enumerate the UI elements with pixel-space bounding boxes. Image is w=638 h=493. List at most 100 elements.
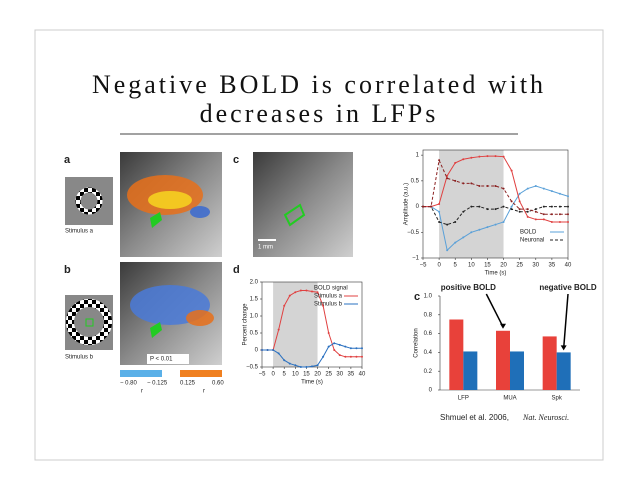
legend-label: Neuronal [520, 238, 544, 244]
y-axis-label: Correlation [414, 328, 420, 357]
x-tick-label: 15 [484, 263, 491, 269]
y-tick-label: 1.0 [250, 314, 259, 320]
stimulus-ring [66, 299, 112, 345]
stimulus-label: Stimulus a [65, 229, 94, 235]
x-tick-label: 0 [437, 263, 441, 269]
panel-label: a [64, 154, 71, 166]
bar [542, 336, 557, 390]
stimulus-label: Stimulus b [65, 355, 94, 361]
x-tick-label: 25 [325, 372, 332, 378]
x-tick-label: 5 [454, 263, 458, 269]
data-point [567, 205, 569, 208]
activation-overlay [190, 206, 210, 218]
roi-marker [150, 212, 162, 228]
activation-overlay [186, 310, 214, 326]
y-tick-label: 0.5 [250, 331, 259, 337]
stimulus-span [273, 282, 318, 367]
x-tick-label: 30 [336, 372, 343, 378]
colorbar-negative [120, 370, 162, 377]
x-tick-label: 40 [565, 263, 572, 269]
x-tick-label: −5 [420, 263, 428, 269]
bar [556, 352, 571, 390]
annotation-arrow [485, 293, 504, 328]
series-line [262, 290, 362, 358]
series-line [423, 185, 569, 252]
annotation: positive BOLD [441, 283, 496, 292]
bar [510, 351, 524, 390]
slide-border [34, 29, 604, 461]
y-tick-label: 0.2 [424, 369, 433, 375]
citation-journal: Nat. Neurosci. [522, 413, 569, 422]
panel-label: d [233, 264, 240, 276]
legend-label: BOLD [520, 230, 537, 236]
citation: Shmuel et al. 2006, [440, 413, 509, 422]
x-tick-label: 20 [314, 372, 321, 378]
x-tick-label: LFP [458, 396, 469, 402]
roi-marker [150, 322, 162, 338]
y-axis-label: Percent change [243, 303, 249, 346]
x-tick-label: 5 [283, 372, 287, 378]
annotation: negative BOLD [539, 283, 597, 292]
y-tick-label: 0 [429, 388, 433, 394]
colorbar-label: 0.125 [180, 381, 196, 387]
bar [449, 319, 464, 390]
legend-title: BOLD signal [314, 286, 348, 292]
x-tick-label: 30 [532, 263, 539, 269]
y-tick-label: 0.6 [424, 331, 433, 337]
x-tick-label: 10 [468, 263, 475, 269]
y-tick-label: 0.4 [424, 350, 433, 356]
x-tick-label: −5 [259, 372, 267, 378]
y-axis-label: Amplitude (a.u.) [404, 183, 410, 225]
x-tick-label: MUA [503, 396, 516, 402]
colorbar-label: − 0.125 [147, 381, 168, 387]
roi-marker [283, 203, 306, 227]
x-tick-label: Spk [551, 396, 562, 402]
data-point [518, 208, 521, 211]
bar [496, 330, 510, 390]
y-tick-label: 0 [255, 348, 259, 354]
colorbar-unit: r [203, 389, 205, 395]
x-tick-label: 15 [303, 372, 310, 378]
y-tick-label: 1.5 [250, 297, 259, 303]
stimulus-marker [85, 318, 94, 327]
y-tick-label: −0.5 [407, 230, 420, 236]
y-tick-label: −0.5 [246, 365, 259, 371]
data-point [446, 223, 449, 226]
legend-label: Stimulus a [314, 294, 343, 300]
x-tick-label: 35 [348, 372, 355, 378]
y-tick-label: 1.0 [424, 294, 433, 300]
panel-label: b [64, 264, 71, 276]
x-tick-label: 20 [500, 263, 507, 269]
slide-title: Negative BOLD is correlated with decreas… [91, 70, 547, 128]
stimulus-ring [75, 187, 103, 215]
stimulus-span [439, 150, 504, 258]
y-tick-label: 0.8 [424, 312, 433, 318]
p-value: P < 0.01 [150, 357, 173, 363]
x-tick-label: 40 [359, 372, 366, 378]
x-tick-label: 35 [549, 263, 556, 269]
y-tick-label: 1 [416, 153, 420, 159]
p-value-box [147, 354, 189, 364]
annotation-arrow [562, 293, 569, 349]
panel-label: c [233, 154, 239, 166]
colorbar-label: 0.60 [212, 381, 224, 387]
data-point [542, 213, 545, 216]
annotation-arrowhead [560, 345, 567, 351]
bar [463, 351, 478, 390]
x-tick-label: 25 [516, 263, 523, 269]
y-tick-label: −1 [412, 256, 420, 262]
scale-bar-label: 1 mm [258, 245, 273, 251]
data-point [494, 185, 497, 187]
y-tick-label: 0.5 [411, 178, 420, 184]
panel-label: c [414, 291, 420, 303]
stimulus-image [65, 177, 113, 225]
activation-overlay [148, 191, 192, 209]
x-tick-label: 0 [271, 372, 275, 378]
colorbar-positive [180, 370, 222, 377]
annotation-arrowhead [500, 323, 506, 329]
x-axis-label: Time (s) [485, 271, 507, 277]
y-tick-label: 2.0 [250, 280, 259, 286]
series-line [423, 155, 568, 223]
x-axis-label: Time (s) [301, 380, 323, 386]
